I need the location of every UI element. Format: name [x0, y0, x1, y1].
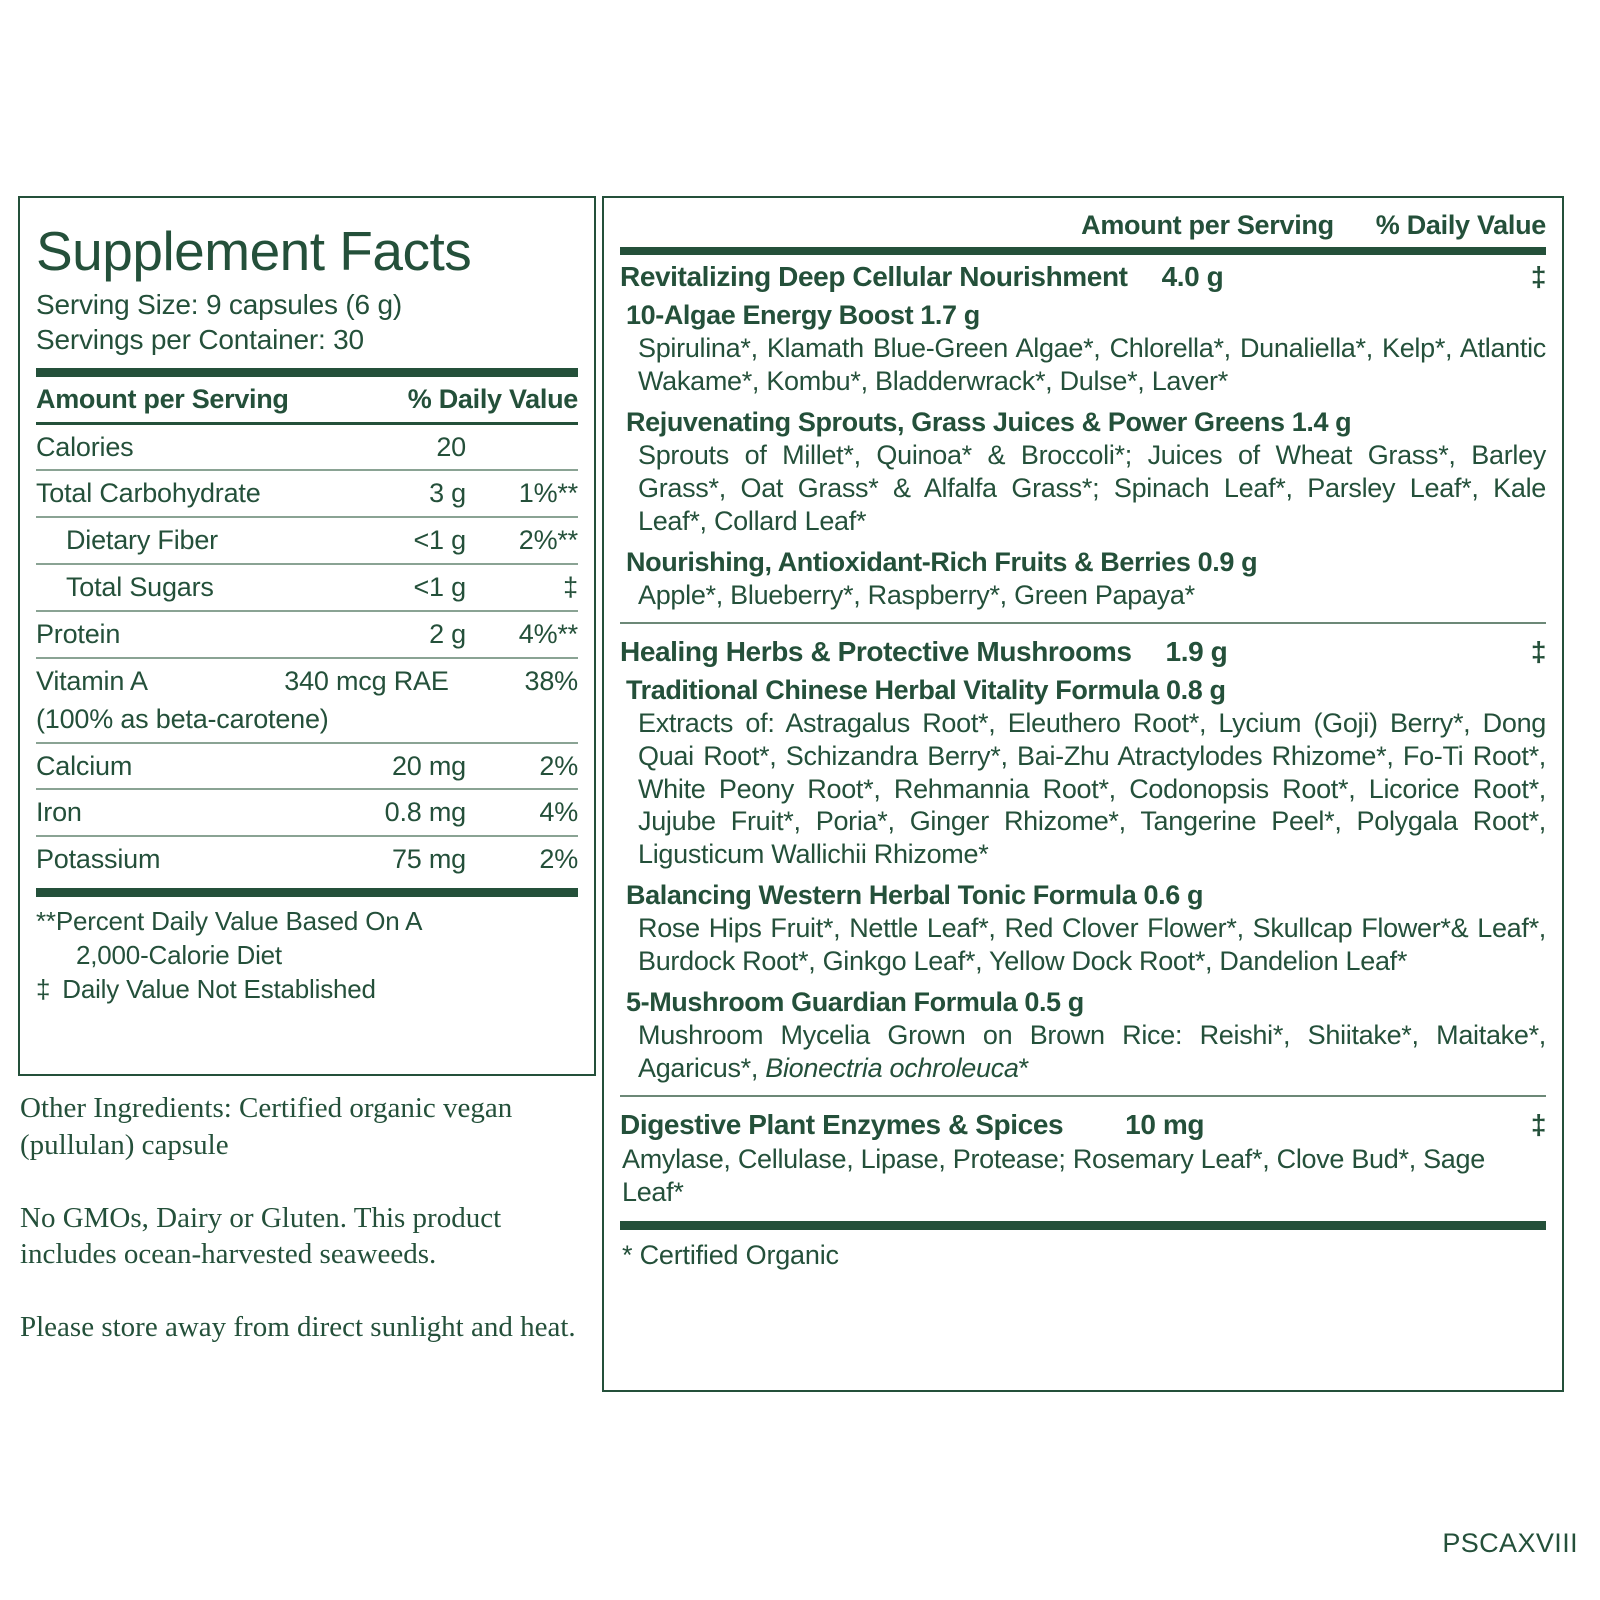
table-row: Calories 20 [36, 425, 578, 471]
no-gmo-text: No GMOs, Dairy or Gluten. This product i… [20, 1201, 502, 1271]
nutrient-amount: 340 mcg RAE [284, 656, 466, 704]
supplement-facts-panel: Supplement Facts Serving Size: 9 capsule… [18, 196, 596, 1076]
table-row-vitamin-a-subnote: (100% as beta-carotene) [36, 704, 578, 743]
nutrient-name: Calcium [36, 741, 285, 790]
nutrient-name: Total Sugars [36, 563, 285, 611]
serving-size-line: Serving Size: 9 capsules (6 g) [36, 289, 402, 320]
nutrient-name: Total Carbohydrate [36, 469, 285, 518]
divider-thick-bottom [36, 888, 578, 898]
nutrient-name: Potassium [36, 835, 285, 883]
storage-instructions-text: Please store away from direct sunlight a… [20, 1311, 576, 1344]
blend-group-name: Revitalizing Deep Cellular Nourishment [620, 261, 1128, 292]
footnote-marker-double-dagger: ‡ [36, 973, 51, 1004]
nutrient-name: Calories [36, 431, 134, 462]
subgroup-heading: Balancing Western Herbal Tonic Formula 0… [626, 880, 1204, 911]
nutrient-name: Vitamin A [36, 656, 285, 704]
blend-group-amount: 10 mg [1125, 1109, 1205, 1141]
blend-group-ingredients: Amylase, Cellulase, Lipase, Protease; Ro… [622, 1144, 1485, 1207]
divider-between-groups [620, 1095, 1546, 1098]
subgroup-heading: Traditional Chinese Herbal Vitality Form… [626, 674, 1226, 705]
blend-column-headers: Amount per Serving % Daily Value [620, 198, 1546, 247]
table-row: Potassium 75 mg 2% [36, 835, 578, 883]
blend-group-name: Digestive Plant Enzymes & Spices [620, 1109, 1064, 1141]
nutrient-name: Iron [36, 788, 285, 837]
divider-thick-bottom-right [620, 1220, 1546, 1230]
subgroup-ingredients: Rose Hips Fruit*, Nettle Leaf*, Red Clov… [638, 913, 1546, 977]
nutrient-amount: 20 [436, 431, 466, 462]
nutrient-amount: <1 g [284, 516, 466, 565]
table-row: Total Sugars <1 g ‡ [36, 563, 578, 611]
nutrient-amount: 20 mg [284, 741, 466, 790]
nutrient-amount: <1 g [284, 563, 466, 611]
mushroom-ingredients-pre: Mushroom Mycelia Grown on Brown Rice: Re… [638, 1020, 1546, 1084]
subgroup-ingredients: Extracts of: Astragalus Root*, Eleuthero… [638, 707, 1546, 870]
column-header-daily-value: % Daily Value [407, 383, 579, 414]
certified-organic-note: * Certified Organic [622, 1239, 839, 1270]
nutrient-daily-value: 4% [466, 788, 578, 837]
blend-group-amount: 4.0 g [1161, 261, 1224, 292]
nutrient-name: Protein [36, 609, 285, 658]
column-header-amount: Amount per Serving [1081, 210, 1334, 240]
table-row-vitamin-a: Vitamin A 340 mcg RAE 38% [36, 656, 578, 704]
subgroup-ingredients: Sprouts of Millet*, Quinoa* & Broccoli*;… [638, 439, 1546, 536]
additional-info-block: Other Ingredients: Certified organic veg… [20, 1090, 595, 1346]
page-title: Supplement Facts [36, 220, 472, 282]
subgroup-ingredients: Apple*, Blueberry*, Raspberry*, Green Pa… [638, 579, 1195, 610]
nutrient-amount: 3 g [284, 469, 466, 518]
nutrient-daily-value: 38% [466, 656, 578, 704]
nutrient-daily-value: 2% [466, 741, 578, 790]
footnote-daily-value-line2: 2,000-Calorie Diet [76, 939, 282, 970]
nutrient-amount: 0.8 mg [284, 788, 466, 837]
column-header-daily-value: % Daily Value [1375, 210, 1547, 240]
proprietary-blends-panel: Amount per Serving % Daily Value Revital… [602, 196, 1564, 1392]
footnote-daily-value-line1: Percent Daily Value Based On A [55, 906, 423, 937]
subgroup-ingredients: Spirulina*, Klamath Blue-Green Algae*, C… [638, 333, 1546, 396]
divider-under-headers [36, 421, 578, 425]
table-row: Protein 2 g 4%** [36, 609, 578, 658]
nutrient-amount: 75 mg [284, 835, 466, 883]
nutrition-column-headers: Amount per Serving % Daily Value [36, 377, 578, 422]
subgroup-heading: 10-Algae Energy Boost 1.7 g [626, 300, 980, 330]
nutrient-daily-value: 4%** [466, 609, 578, 658]
divider-between-groups [620, 621, 1546, 624]
mushroom-ingredients-italic: Bionectria ochroleuca [765, 1053, 1019, 1084]
subgroup-heading: Rejuvenating Sprouts, Grass Juices & Pow… [626, 406, 1352, 437]
subgroup-ingredients-mushroom: Mushroom Mycelia Grown on Brown Rice: Re… [620, 1019, 1546, 1089]
blend-group-daily-value: ‡ [1530, 635, 1547, 667]
other-ingredients-text: Other Ingredients: Certified organic veg… [20, 1092, 513, 1161]
blend-group-amount: 1.9 g [1165, 635, 1228, 667]
divider-thick-top-right [620, 247, 1546, 255]
table-row: Iron 0.8 mg 4% [36, 788, 578, 837]
footnote-marker-double-asterisk: ** [36, 906, 56, 937]
nutrient-daily-value: 2%** [466, 516, 578, 565]
product-code: PSCAXVIII [1442, 1528, 1578, 1558]
blend-group-header: Healing Herbs & Protective Mushrooms 1.9… [620, 630, 1546, 670]
subgroup-heading: 5-Mushroom Guardian Formula 0.5 g [626, 987, 1084, 1018]
blend-group-daily-value: ‡ [1530, 261, 1547, 292]
blend-group-daily-value: ‡ [1530, 1109, 1547, 1141]
nutrient-daily-value: 2% [466, 835, 578, 883]
footnotes-block: ** Percent Daily Value Based On A 2,000-… [36, 897, 578, 1006]
servings-per-container-line: Servings per Container: 30 [36, 324, 364, 356]
table-row: Total Carbohydrate 3 g 1%** [36, 469, 578, 518]
blend-group-header: Digestive Plant Enzymes & Spices 10 mg ‡ [620, 1103, 1546, 1143]
blend-group-name: Healing Herbs & Protective Mushrooms [620, 635, 1132, 667]
nutrient-daily-value: 1%** [466, 469, 578, 518]
nutrient-daily-value: ‡ [466, 563, 578, 611]
footnote-not-established-text: Daily Value Not Established [62, 973, 376, 1004]
footnote-not-established: ‡ Daily Value Not Established [36, 973, 578, 1007]
footnote-daily-value: ** Percent Daily Value Based On A [36, 905, 578, 939]
vitamin-a-subnote: (100% as beta-carotene) [36, 703, 329, 734]
mushroom-ingredients-post: * [1018, 1053, 1030, 1084]
nutrient-amount: 2 g [284, 609, 466, 658]
divider-thick-top [36, 367, 578, 377]
table-row: Dietary Fiber <1 g 2%** [36, 516, 578, 565]
blend-group-header: Revitalizing Deep Cellular Nourishment 4… [620, 255, 1546, 295]
nutrient-daily-value [466, 425, 578, 471]
subgroup-heading: Nourishing, Antioxidant-Rich Fruits & Be… [626, 546, 1258, 577]
nutrition-table: Calories 20 Total Carbohydrate 3 g 1%** … [36, 425, 578, 883]
nutrient-name: Dietary Fiber [36, 516, 285, 565]
column-header-amount: Amount per Serving [36, 383, 289, 414]
table-row: Calcium 20 mg 2% [36, 741, 578, 790]
